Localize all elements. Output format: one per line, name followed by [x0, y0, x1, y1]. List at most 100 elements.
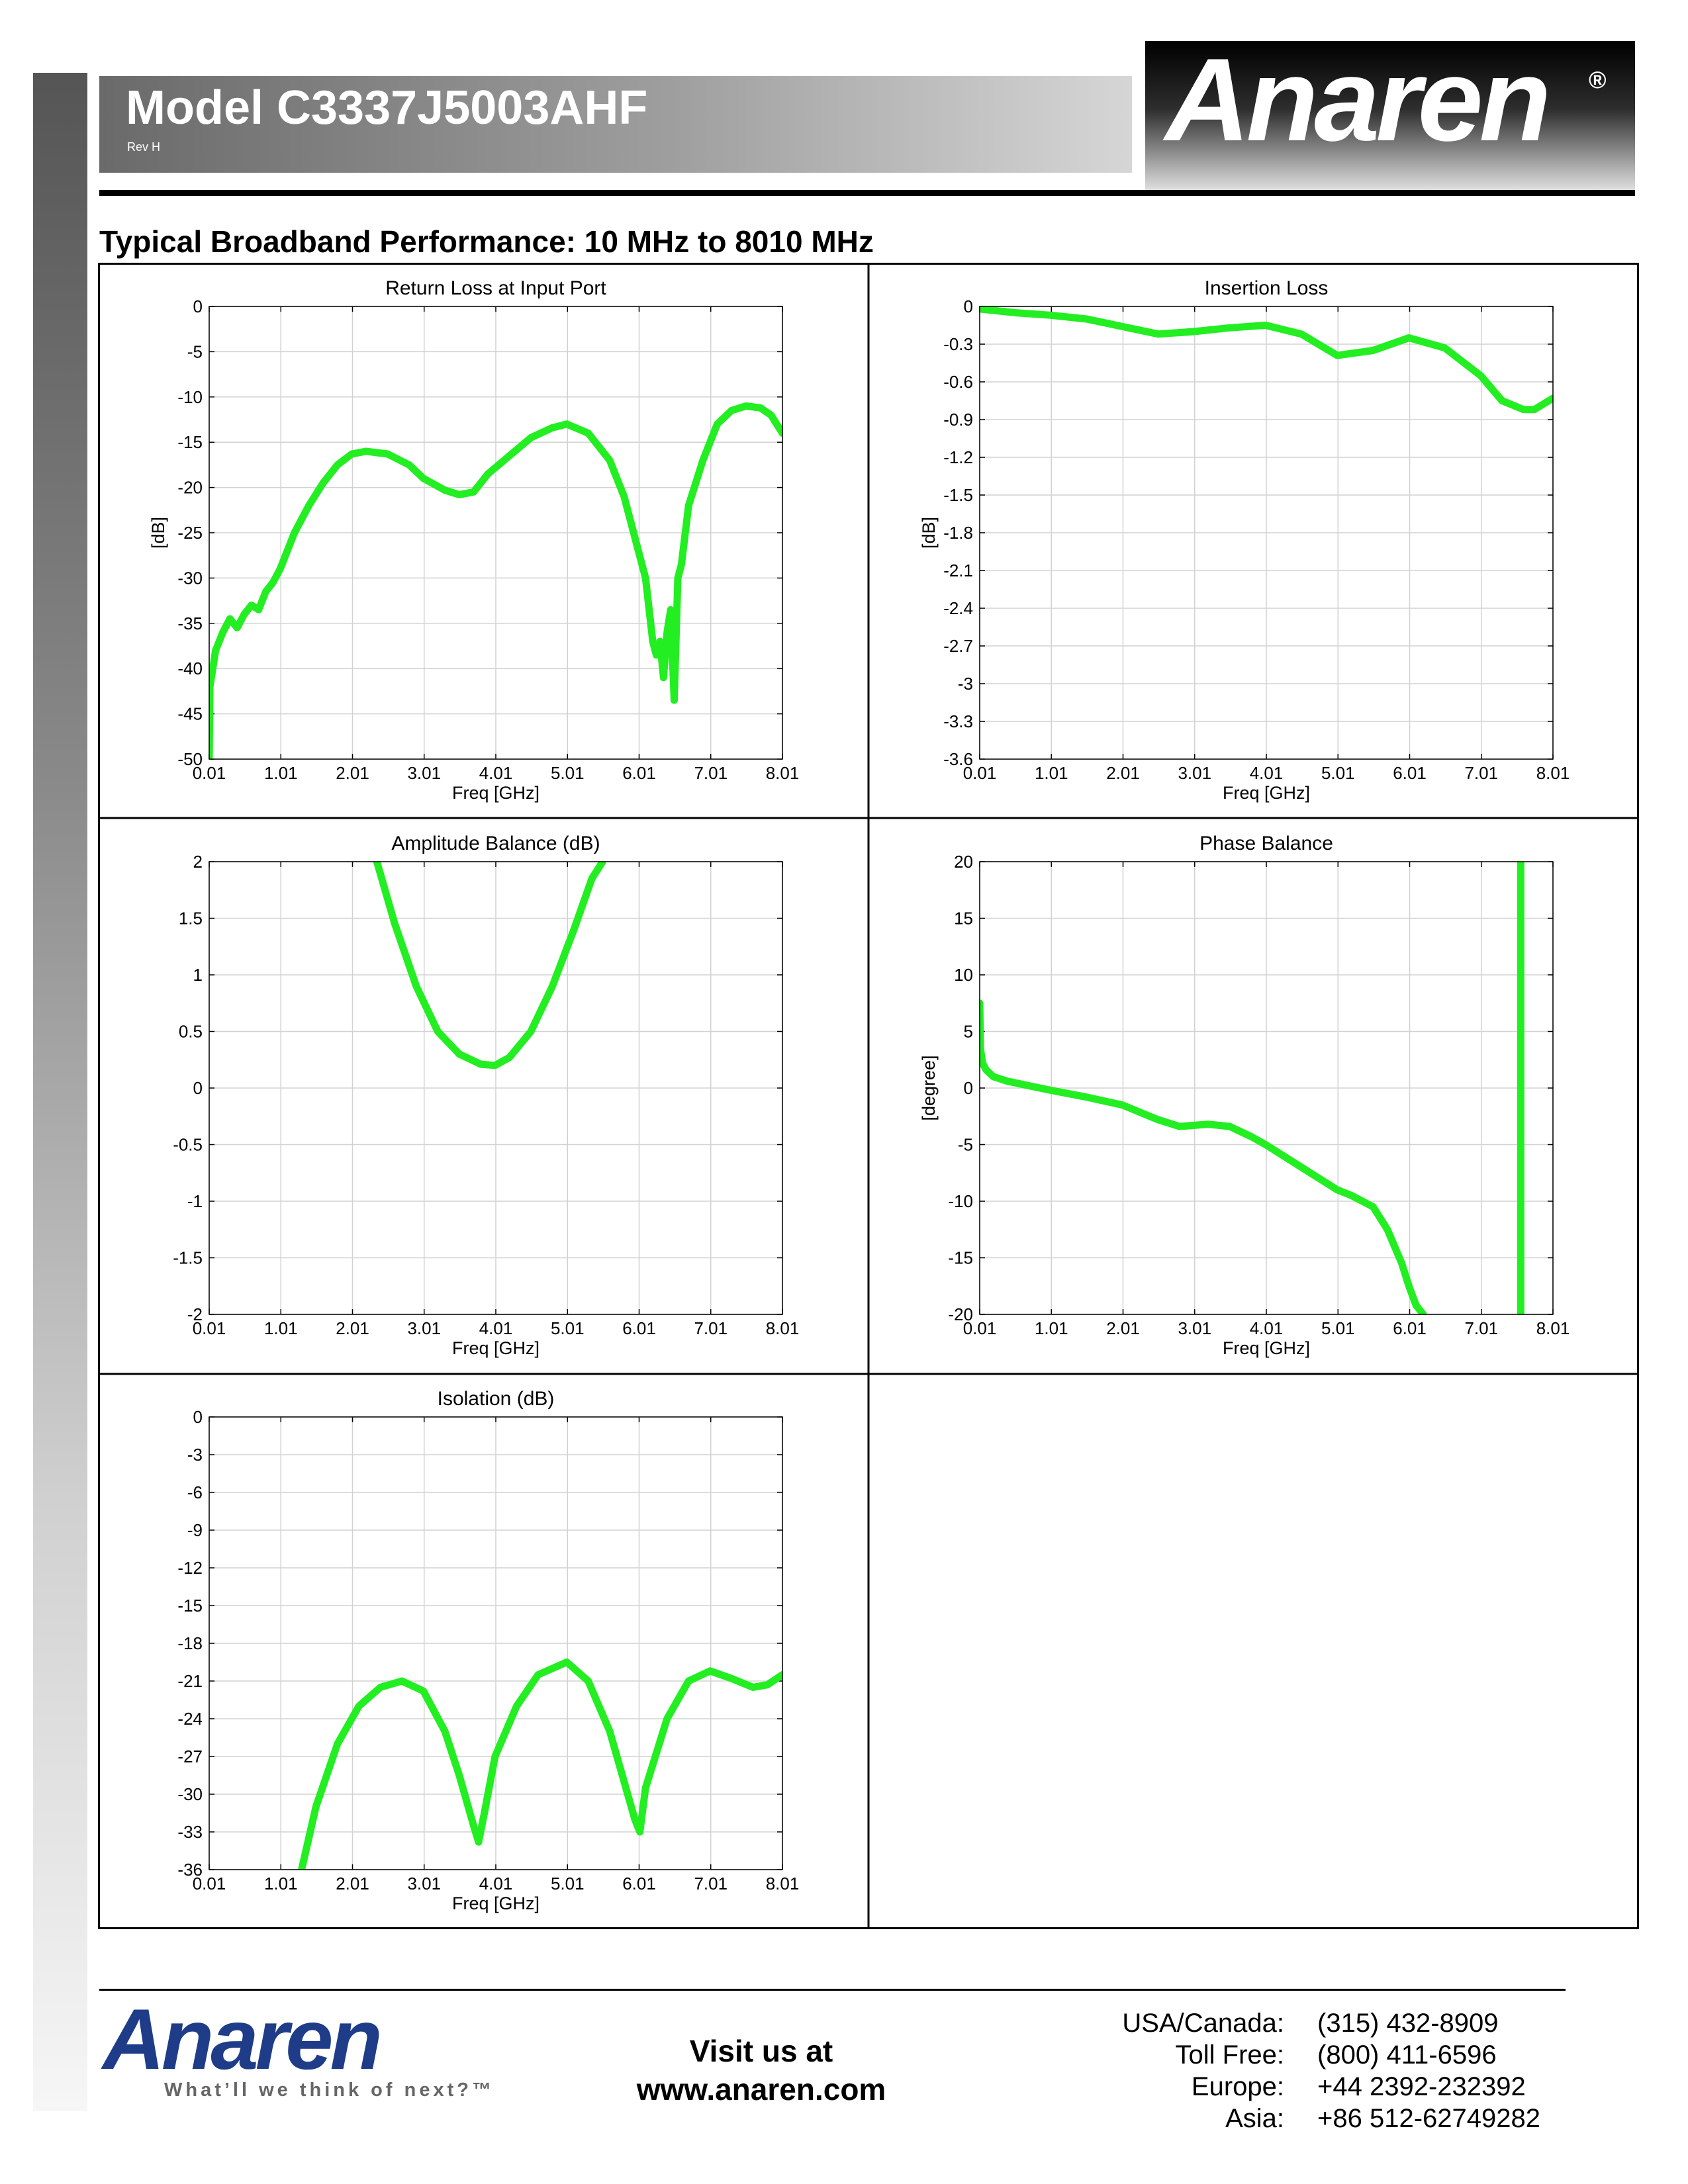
plot-frame: [209, 1416, 783, 1870]
y-tick-label: -0.6: [943, 372, 973, 392]
registered-mark: ®: [1589, 66, 1607, 93]
y-tick-label: 0: [193, 1407, 203, 1427]
y-tick-label: -45: [177, 704, 203, 724]
x-tick-label: 8.01: [766, 763, 800, 783]
y-tick-label: -33: [177, 1822, 203, 1842]
y-tick-label: -20: [177, 478, 203, 498]
y-tick-label: -12: [177, 1558, 203, 1578]
x-tick-label: 3.01: [407, 1318, 441, 1338]
x-tick-label: 3.01: [407, 763, 441, 783]
anaren-logo-box: [1145, 41, 1635, 193]
contact-label: USA/Canada:: [1122, 2009, 1284, 2038]
y-tick-label: -35: [177, 614, 203, 633]
x-tick-label: 7.01: [1464, 1318, 1498, 1338]
x-tick-label: 0.01: [193, 1318, 226, 1338]
y-tick-label: -30: [177, 568, 203, 588]
contact-label: Asia:: [1225, 2104, 1284, 2133]
y-tick-label: -0.9: [943, 410, 973, 430]
x-axis-label: Freq [GHz]: [452, 1338, 539, 1358]
y-tick-label: -0.5: [173, 1135, 203, 1155]
x-axis-label: Freq [GHz]: [1223, 783, 1310, 803]
plot-frame: [979, 306, 1554, 760]
y-tick-label: -20: [948, 1304, 973, 1324]
chart-title: Return Loss at Input Port: [385, 277, 606, 299]
x-tick-label: 1.01: [1035, 1318, 1068, 1338]
y-tick-label: -1: [187, 1191, 203, 1211]
x-tick-label: 6.01: [1393, 763, 1427, 783]
x-tick-label: 7.01: [694, 763, 727, 783]
x-tick-label: 2.01: [1106, 1318, 1140, 1338]
x-tick-label: 6.01: [622, 763, 656, 783]
x-tick-label: 1.01: [1035, 763, 1068, 783]
y-tick-label: -6: [187, 1482, 203, 1502]
y-tick-label: -21: [177, 1671, 203, 1691]
x-axis-label: Freq [GHz]: [452, 783, 539, 803]
y-tick-label: -1.5: [173, 1248, 203, 1268]
y-tick-label: -15: [177, 432, 203, 452]
x-tick-label: 8.01: [766, 1318, 800, 1338]
y-tick-label: -3.6: [943, 749, 973, 769]
x-tick-label: 1.01: [264, 763, 298, 783]
y-tick-label: -24: [177, 1709, 203, 1729]
y-tick-label: -3: [187, 1445, 203, 1465]
y-tick-label: 10: [954, 965, 973, 985]
x-tick-label: 2.01: [1106, 763, 1140, 783]
x-tick-label: 5.01: [551, 763, 585, 783]
y-tick-label: 0: [193, 1078, 203, 1098]
x-tick-label: 4.01: [1250, 763, 1284, 783]
y-tick-label: -2.7: [943, 636, 973, 656]
chart-title: Amplitude Balance (dB): [391, 833, 600, 854]
x-tick-label: 3.01: [1178, 763, 1211, 783]
charts-grid: Return Loss at Input Port 0.01 1.01 2.01 3.0…: [98, 263, 1639, 1929]
anaren-logo: Anaren: [1165, 34, 1551, 165]
y-tick-label: -2.1: [943, 561, 973, 580]
y-tick-label: -30: [177, 1784, 203, 1804]
x-tick-label: 8.01: [766, 1874, 800, 1893]
x-tick-label: 2.01: [336, 763, 369, 783]
y-tick-label: -10: [177, 387, 203, 407]
y-tick-label: 1: [193, 965, 203, 985]
contact-label: Toll Free:: [1175, 2040, 1285, 2070]
x-tick-label: 4.01: [1250, 1318, 1284, 1338]
data-line-series-1: [980, 999, 1427, 1314]
revision-label: Rev H: [127, 140, 161, 154]
y-tick-label: -15: [177, 1596, 203, 1615]
x-tick-label: 4.01: [479, 763, 513, 783]
y-tick-label: 5: [964, 1022, 973, 1042]
y-tick-label: -27: [177, 1747, 203, 1766]
chart-title: Insertion Loss: [1205, 277, 1329, 299]
x-tick-label: 5.01: [551, 1874, 585, 1893]
plot-frame: [209, 306, 783, 760]
model-title: Model C3337J5003AHF: [126, 81, 648, 134]
y-tick-label: -2: [187, 1304, 203, 1324]
chart-amplitude-balance-db: Amplitude Balance (dB) 0.01 1.01 2.01 3.01 4.…: [173, 833, 799, 1358]
y-tick-label: -10: [948, 1191, 973, 1211]
x-tick-label: 2.01: [336, 1874, 369, 1893]
y-tick-label: -2.4: [943, 598, 973, 618]
contact-phone: (315) 432-8909: [1317, 2009, 1499, 2038]
x-tick-label: 7.01: [694, 1318, 727, 1338]
contact-label: Europe:: [1191, 2072, 1284, 2101]
x-axis-label: Freq [GHz]: [452, 1893, 539, 1913]
y-tick-label: -36: [177, 1860, 203, 1880]
x-tick-label: 6.01: [1393, 1318, 1427, 1338]
website-link[interactable]: www.anaren.com: [636, 2072, 886, 2107]
x-tick-label: 8.01: [1536, 763, 1570, 783]
y-tick-label: -9: [187, 1520, 203, 1540]
x-tick-label: 6.01: [622, 1318, 656, 1338]
y-tick-label: 0: [193, 296, 203, 316]
y-tick-label: 0: [964, 296, 973, 316]
data-line-series-1: [373, 862, 606, 1069]
x-tick-label: 7.01: [694, 1874, 727, 1893]
x-axis-label: Freq [GHz]: [1223, 1338, 1310, 1358]
x-tick-label: 1.01: [264, 1318, 298, 1338]
plot-frame: [209, 861, 783, 1315]
y-tick-label: 0: [964, 1078, 973, 1098]
x-tick-label: 5.01: [1321, 1318, 1355, 1338]
y-tick-label: -5: [187, 341, 203, 361]
y-tick-label: 1.5: [179, 909, 203, 929]
y-tick-label: -1.2: [943, 447, 973, 467]
x-tick-label: 4.01: [479, 1874, 513, 1893]
chart-phase-balance: Phase Balance 0.01 1.01 2.01 3.01 4.01 5.01 6.0…: [919, 833, 1570, 1358]
contact-phone: +86 512-62749282: [1317, 2104, 1540, 2133]
